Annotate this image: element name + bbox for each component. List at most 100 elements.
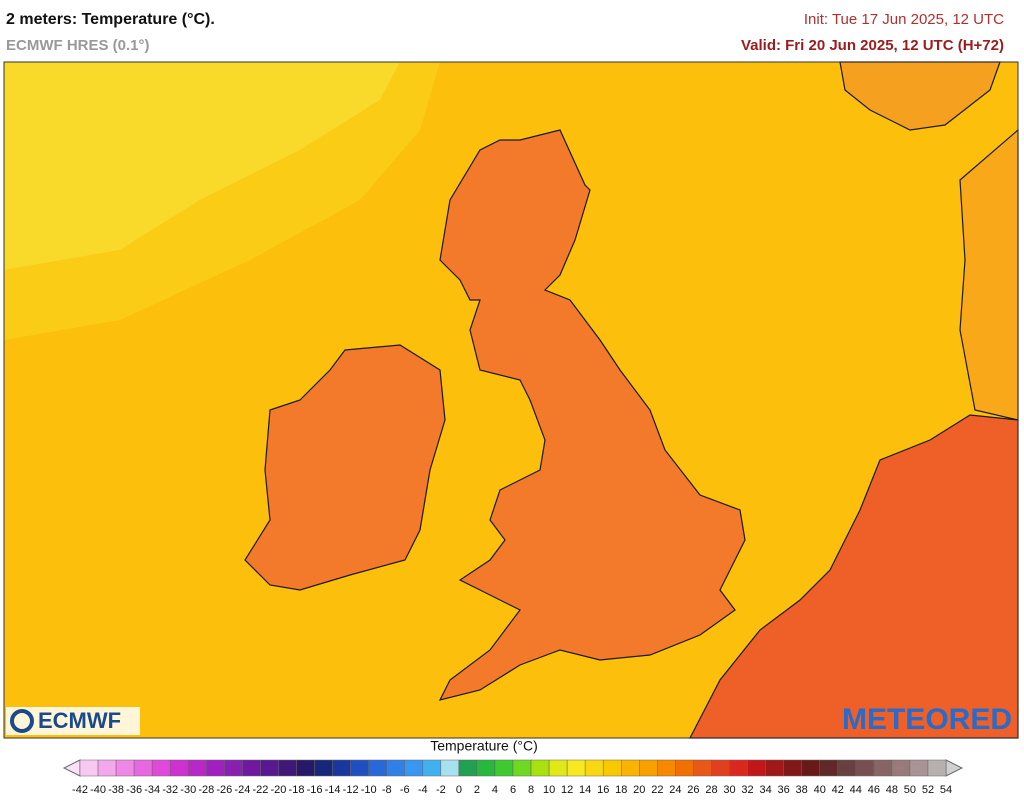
mid-sea xyxy=(4,62,440,340)
colorbar-swatch xyxy=(657,759,676,777)
title: 2 meters: Temperature (°C). xyxy=(6,11,215,28)
colorbar-tick-label: -42 xyxy=(72,784,88,796)
colorbar-swatch xyxy=(206,759,225,777)
colorbar-swatch xyxy=(422,759,442,777)
colorbar-tick-label: -20 xyxy=(271,784,287,796)
colorbar-swatch xyxy=(675,759,694,777)
colorbar-tick-label: 44 xyxy=(850,784,862,796)
colorbar-tick-label: 50 xyxy=(904,784,916,796)
colorbar-swatch xyxy=(530,759,550,777)
colorbar-swatch xyxy=(639,759,658,777)
colorbar-swatch xyxy=(855,759,875,777)
init-time: Init: Tue 17 Jun 2025, 12 UTC xyxy=(804,11,1004,28)
colorbar-swatch xyxy=(440,759,460,777)
colorbar-tick-label: -26 xyxy=(216,784,232,796)
colorbar-under xyxy=(62,759,81,777)
colorbar-swatch xyxy=(602,759,622,777)
colorbar-tick-label: 12 xyxy=(561,784,573,796)
colorbar-swatch xyxy=(314,759,333,777)
colorbar-swatch xyxy=(729,759,748,777)
colorbar-swatch xyxy=(837,759,857,777)
colorbar-tick-label: 22 xyxy=(651,784,663,796)
colorbar-tick-label: 54 xyxy=(940,784,952,796)
model: ECMWF HRES (0.1°) xyxy=(6,37,150,54)
colorbar-tick-label: 26 xyxy=(687,784,699,796)
colorbar-swatch xyxy=(278,759,297,777)
colorbar-tick-label: -2 xyxy=(436,784,446,796)
colorbar-swatch xyxy=(169,759,189,777)
colorbar-swatch xyxy=(512,759,532,777)
colorbar-swatch xyxy=(97,759,117,777)
colorbar-swatch xyxy=(350,759,369,777)
colorbar-tick-label: -4 xyxy=(418,784,428,796)
colorbar-tick-label: -18 xyxy=(289,784,305,796)
colorbar-swatch xyxy=(260,759,279,777)
colorbar-tick-label: -24 xyxy=(234,784,250,796)
logo-right: METEORED xyxy=(842,703,1012,736)
colorbar-swatch xyxy=(783,759,802,777)
colorbar-swatch xyxy=(133,759,153,777)
colorbar-swatch xyxy=(386,759,406,777)
colorbar-swatch xyxy=(621,759,640,777)
colorbar-tick-label: 30 xyxy=(723,784,735,796)
colorbar-tick-label: -10 xyxy=(361,784,377,796)
colorbar-swatch xyxy=(927,759,947,777)
denmark xyxy=(959,128,1019,421)
colorbar-tick-label: 0 xyxy=(456,784,462,796)
ireland xyxy=(244,344,446,591)
valid-time: Valid: Fri 20 Jun 2025, 12 UTC (H+72) xyxy=(741,37,1004,54)
colorbar-swatch xyxy=(404,759,424,777)
colorbar-swatch xyxy=(296,759,315,777)
colorbar-swatch xyxy=(332,759,351,777)
norway xyxy=(839,61,1001,131)
colorbar-tick-label: 46 xyxy=(868,784,880,796)
colorbar-tick-label: 6 xyxy=(510,784,516,796)
map-frame xyxy=(3,61,1019,739)
colorbar-swatch xyxy=(476,759,496,777)
colorbar-swatch xyxy=(801,759,820,777)
land xyxy=(244,61,1019,739)
colorbar-tick-label: -40 xyxy=(90,784,106,796)
colorbar-tick-label: 52 xyxy=(922,784,934,796)
colorbar-swatch xyxy=(151,759,171,777)
logo-left: ECMWF xyxy=(38,708,121,733)
great-britain xyxy=(438,129,746,701)
colorbar-title: Temperature (°C) xyxy=(430,738,538,754)
colorbar-swatch xyxy=(548,759,568,777)
colorbar-tick-label: 48 xyxy=(886,784,898,796)
colorbar-swatch xyxy=(566,759,586,777)
colorbar-tick-label: -32 xyxy=(162,784,178,796)
colorbar-tick-label: 40 xyxy=(814,784,826,796)
colorbar-tick-label: 36 xyxy=(778,784,790,796)
colorbar-swatch xyxy=(79,759,99,777)
colorbar-swatch xyxy=(819,759,838,777)
map: ECMWF METEORED xyxy=(3,61,1019,739)
colorbar-tick-label: 8 xyxy=(528,784,534,796)
colorbar-tick-label: 28 xyxy=(705,784,717,796)
colorbar-tick-label: -6 xyxy=(400,784,410,796)
colorbar-tick-label: 2 xyxy=(474,784,480,796)
logo-icon xyxy=(10,709,34,733)
colorbar-tick-label: -8 xyxy=(382,784,392,796)
colorbar-tick-label: -38 xyxy=(108,784,124,796)
colorbar-tick-label: -12 xyxy=(343,784,359,796)
colorbar-swatch xyxy=(188,759,207,777)
colorbar-tick-label: 24 xyxy=(669,784,681,796)
colorbar-tick-label: -16 xyxy=(307,784,323,796)
colorbar-tick-label: -36 xyxy=(126,784,142,796)
colorbar-swatch xyxy=(115,759,135,777)
colorbar-swatch xyxy=(494,759,514,777)
colorbar-swatch xyxy=(368,759,387,777)
colorbar-swatch xyxy=(711,759,730,777)
colorbar-swatch xyxy=(458,759,478,777)
colorbar-tick-label: -28 xyxy=(198,784,214,796)
colorbar-over xyxy=(945,759,964,777)
colorbar-tick-label: -22 xyxy=(252,784,268,796)
colorbar-swatch xyxy=(891,759,911,777)
colorbar-swatch xyxy=(584,759,604,777)
colorbar-tick-label: 18 xyxy=(615,784,627,796)
cool-sea xyxy=(4,62,400,270)
colorbar-swatch xyxy=(224,759,243,777)
